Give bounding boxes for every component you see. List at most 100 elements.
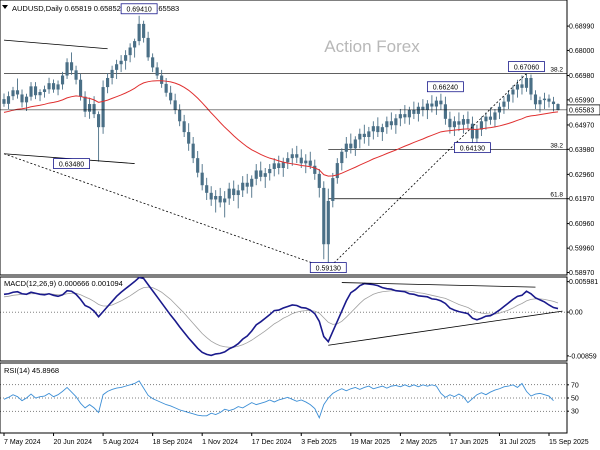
price-axis: 0.68990 0.68000 0.66980 0.65990 0.64970 0.639…: [567, 24, 594, 277]
candle-body: [60, 75, 65, 85]
dropdown-triangle-icon: [2, 5, 8, 9]
candle-body: [290, 154, 294, 159]
trendline: [3, 39, 108, 50]
candle-body: [178, 109, 182, 122]
candle-body: [484, 116, 488, 122]
candle-body: [227, 188, 231, 199]
candle-body: [110, 69, 114, 78]
sma-line: [3, 80, 559, 177]
candle-body: [502, 101, 506, 107]
price-annotation-box: [53, 158, 90, 169]
price-annotation-box: [309, 262, 347, 273]
candle-body: [457, 121, 461, 125]
rsi-tick-label: 30: [571, 409, 579, 416]
candle-body: [15, 90, 20, 95]
rsi-tick-label: 70: [571, 382, 579, 389]
candle-body: [250, 178, 254, 187]
candle-body: [380, 127, 384, 133]
candle-body: [268, 168, 272, 174]
candle-body: [308, 160, 312, 166]
candle-body: [2, 99, 6, 104]
candles: [2, 15, 560, 269]
candle-body: [97, 114, 101, 128]
price-annotation-box: [426, 81, 464, 93]
candle-body: [304, 160, 308, 164]
candle-body: [542, 98, 547, 101]
macd-tick-label: 0.005981: [569, 279, 598, 286]
candle-body: [511, 89, 515, 95]
candle-body: [547, 98, 551, 102]
candle-body: [398, 114, 402, 119]
candle-body: [425, 103, 429, 110]
candle-body: [218, 196, 222, 203]
candle-body: [385, 121, 389, 128]
price-tick-label: 0.58970: [569, 270, 594, 277]
current-price: 0.65583: [0, 104, 600, 116]
price-tick-label: 0.59960: [569, 246, 594, 253]
candle-body: [277, 163, 281, 168]
candle-body: [11, 90, 15, 97]
candle-body: [101, 87, 105, 128]
candle-body: [33, 86, 38, 96]
candle-body: [331, 178, 335, 201]
candle-body: [367, 131, 371, 138]
candle-body: [349, 143, 353, 149]
time-tick-label: 20 Jun 2024: [54, 439, 93, 446]
price-annotation-box: [454, 142, 491, 154]
candle-body: [488, 116, 493, 120]
price-tick-label: 0.68000: [569, 48, 594, 55]
candle-body: [69, 62, 74, 71]
candle-body: [326, 200, 330, 245]
macd-tick-label: 0.00: [569, 310, 583, 317]
price-panel: [0, 0, 568, 276]
price-annotation-label: 0.59130: [316, 265, 341, 272]
candle-body: [340, 151, 344, 164]
candle-body: [421, 106, 425, 110]
price-tick-label: 0.65990: [569, 97, 594, 104]
candle-body: [493, 112, 497, 120]
candle-body: [164, 83, 168, 93]
fib-level-label: 38.2: [550, 67, 563, 74]
candle-body: [376, 126, 380, 133]
watermark: Action Forex: [324, 37, 420, 56]
macd-trendline: [341, 282, 536, 288]
macd-title: MACD(12,26,9) 0.000666 0.001094: [4, 279, 123, 288]
candle-body: [461, 119, 465, 125]
candle-body: [254, 170, 258, 179]
dashed-trendline: [3, 153, 329, 269]
candle-body: [434, 100, 438, 107]
candle-body: [133, 41, 137, 48]
candle-body: [529, 77, 533, 95]
macd-signal-line: [3, 286, 559, 348]
price-tick-label: 0.63980: [569, 147, 594, 154]
candle-body: [263, 173, 267, 177]
candle-body: [407, 109, 411, 118]
candle-body: [479, 121, 484, 130]
candle-body: [470, 123, 474, 139]
candle-body: [286, 158, 290, 163]
candle-body: [452, 121, 456, 128]
time-tick-label: 5 Aug 2024: [103, 439, 139, 446]
candle-body: [169, 92, 173, 101]
price-tick-label: 0.60960: [569, 221, 594, 228]
time-tick-label: 17 Dec 2024: [252, 439, 292, 446]
price-annotation-label: 0.64130: [460, 145, 485, 152]
candle-body: [65, 62, 69, 76]
candle-body: [74, 70, 78, 80]
candle-body: [272, 163, 276, 169]
rsi-panel: [0, 362, 568, 434]
candle-body: [42, 89, 47, 93]
candle-body: [106, 77, 110, 88]
candle-body: [362, 133, 366, 138]
candle-body: [439, 100, 443, 105]
time-tick-label: 1 Nov 2024: [202, 439, 238, 446]
candle-body: [128, 47, 132, 56]
candle-body: [322, 187, 326, 245]
candle-body: [259, 170, 263, 177]
candle-body: [245, 182, 249, 187]
macd-axis: 0.005981 0.00 -0.00859: [567, 279, 598, 360]
candle-body: [191, 143, 195, 159]
macd-tick-label: -0.00859: [569, 353, 597, 360]
candle-body: [520, 84, 524, 88]
candle-body: [38, 92, 42, 96]
